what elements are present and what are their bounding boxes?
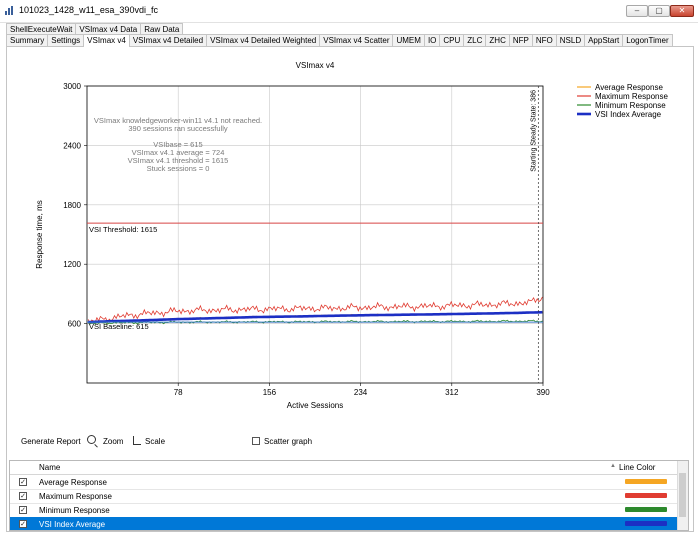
series-grid: Name ▲ Line Color ✓ Average Response ✓ Maxi… (9, 460, 689, 531)
x-axis-label: Active Sessions (287, 401, 343, 410)
plot-frame (86, 85, 544, 384)
row-checkbox[interactable]: ✓ (19, 492, 27, 500)
scatter-graph-label[interactable]: Scatter graph (264, 437, 313, 446)
scrollbar-thumb[interactable] (679, 473, 686, 517)
row-name: VSI Index Average (39, 520, 106, 529)
restore-button[interactable]: ▢ (648, 5, 670, 17)
x-tick-label: 156 (263, 388, 277, 397)
chart-reference-lines: VSI Threshold: 1615 VSI Baseline: 615 Star… (87, 86, 543, 383)
series-line-vsi-index-average (88, 310, 543, 324)
row-name: Average Response (39, 478, 107, 487)
y-tick-label: 1200 (63, 260, 81, 269)
y-tick-label: 1800 (63, 201, 81, 210)
grid-row[interactable]: ✓ Maximum Response (10, 489, 678, 504)
chart-annotation: VSIbase = 615 (153, 140, 202, 149)
row-checkbox[interactable]: ✓ (19, 506, 27, 514)
column-header-line-color[interactable]: Line Color (619, 463, 656, 472)
tab-logontimer[interactable]: LogonTimer (622, 34, 673, 46)
chart-ticks: 78 156 234 312 390 600 1200 1800 2400 3000 (63, 82, 550, 397)
row-checkbox[interactable]: ✓ (19, 520, 27, 528)
y-axis-label: Response time, ms (35, 200, 44, 268)
chart-annotation: VSImax knowledgeworker-win11 v4.1 not re… (94, 116, 262, 125)
chart-annotations: VSImax knowledgeworker-win11 v4.1 not re… (94, 116, 262, 173)
row-color-swatch[interactable] (625, 507, 667, 512)
baseline-label: VSI Baseline: 615 (89, 322, 149, 331)
zoom-button[interactable]: Zoom (103, 437, 124, 446)
tab-panel (6, 46, 694, 532)
y-tick-label: 2400 (63, 141, 81, 150)
threshold-label: VSI Threshold: 1615 (89, 225, 157, 234)
chart-app-icon (5, 6, 15, 15)
zoom-icon[interactable] (87, 435, 96, 444)
row-color-swatch[interactable] (625, 521, 667, 526)
scale-icon[interactable] (133, 436, 141, 445)
window-title: 101023_1428_w11_esa_390vdi_fc (19, 5, 158, 15)
legend-label: Average Response (595, 83, 663, 92)
series-line-maximum-response (87, 296, 543, 324)
legend-label: Maximum Response (595, 92, 668, 101)
chart-annotation: Stuck sessions = 0 (147, 164, 210, 173)
grid-row[interactable]: ✓ Average Response (10, 475, 678, 490)
chart-series (87, 296, 543, 325)
column-header-name[interactable]: Name (39, 463, 61, 472)
grid-header: Name ▲ Line Color (10, 461, 688, 475)
x-tick-label: 390 (536, 388, 550, 397)
row-checkbox[interactable]: ✓ (19, 478, 27, 486)
vsimax-chart: VSImax v4 78 156 234 312 390 600 1200 1800 2400 3… (35, 61, 668, 410)
sort-arrow-icon: ▲ (610, 463, 616, 469)
row-color-swatch[interactable] (625, 493, 667, 498)
tab-raw-data[interactable]: Raw Data (140, 23, 184, 35)
close-button[interactable]: ✕ (670, 5, 694, 17)
generate-report-button[interactable]: Generate Report (21, 437, 81, 446)
tab-row-main: Summary Settings VSImax v4 VSImax v4 Det… (6, 34, 673, 47)
y-tick-label: 600 (68, 320, 82, 329)
chart-title: VSImax v4 (296, 61, 335, 70)
x-tick-label: 312 (445, 388, 459, 397)
legend-label: VSI Index Average (595, 110, 662, 119)
row-color-swatch[interactable] (625, 479, 667, 484)
steady-state-label: Starting Steady State: 386 (530, 90, 537, 172)
chart-annotation: VSImax v4.1 average = 724 (132, 148, 225, 157)
y-tick-label: 3000 (63, 82, 81, 91)
scale-button[interactable]: Scale (145, 437, 166, 446)
grid-row[interactable]: ✓ Minimum Response (10, 503, 678, 518)
row-name: Maximum Response (39, 492, 112, 501)
row-name: Minimum Response (39, 506, 110, 515)
chart-annotation: VSImax v4.1 threshold = 1615 (128, 156, 229, 165)
tab-row-top: ShellExecuteWait VSImax v4 Data Raw Data (6, 23, 184, 36)
title-bar: 101023_1428_w11_esa_390vdi_fc – ▢ ✕ (0, 0, 698, 23)
grid-row[interactable]: ✓ VSI Index Average (10, 517, 678, 530)
x-tick-label: 234 (354, 388, 368, 397)
minimize-button[interactable]: – (626, 5, 648, 17)
scatter-graph-checkbox[interactable] (252, 437, 260, 445)
tab-vsimax-v4[interactable]: VSImax v4 (83, 34, 130, 47)
grid-scrollbar[interactable] (677, 461, 688, 530)
x-tick-label: 78 (174, 388, 183, 397)
chart-annotation: 390 sessions ran successfully (128, 124, 227, 133)
legend-label: Minimum Response (595, 101, 666, 110)
